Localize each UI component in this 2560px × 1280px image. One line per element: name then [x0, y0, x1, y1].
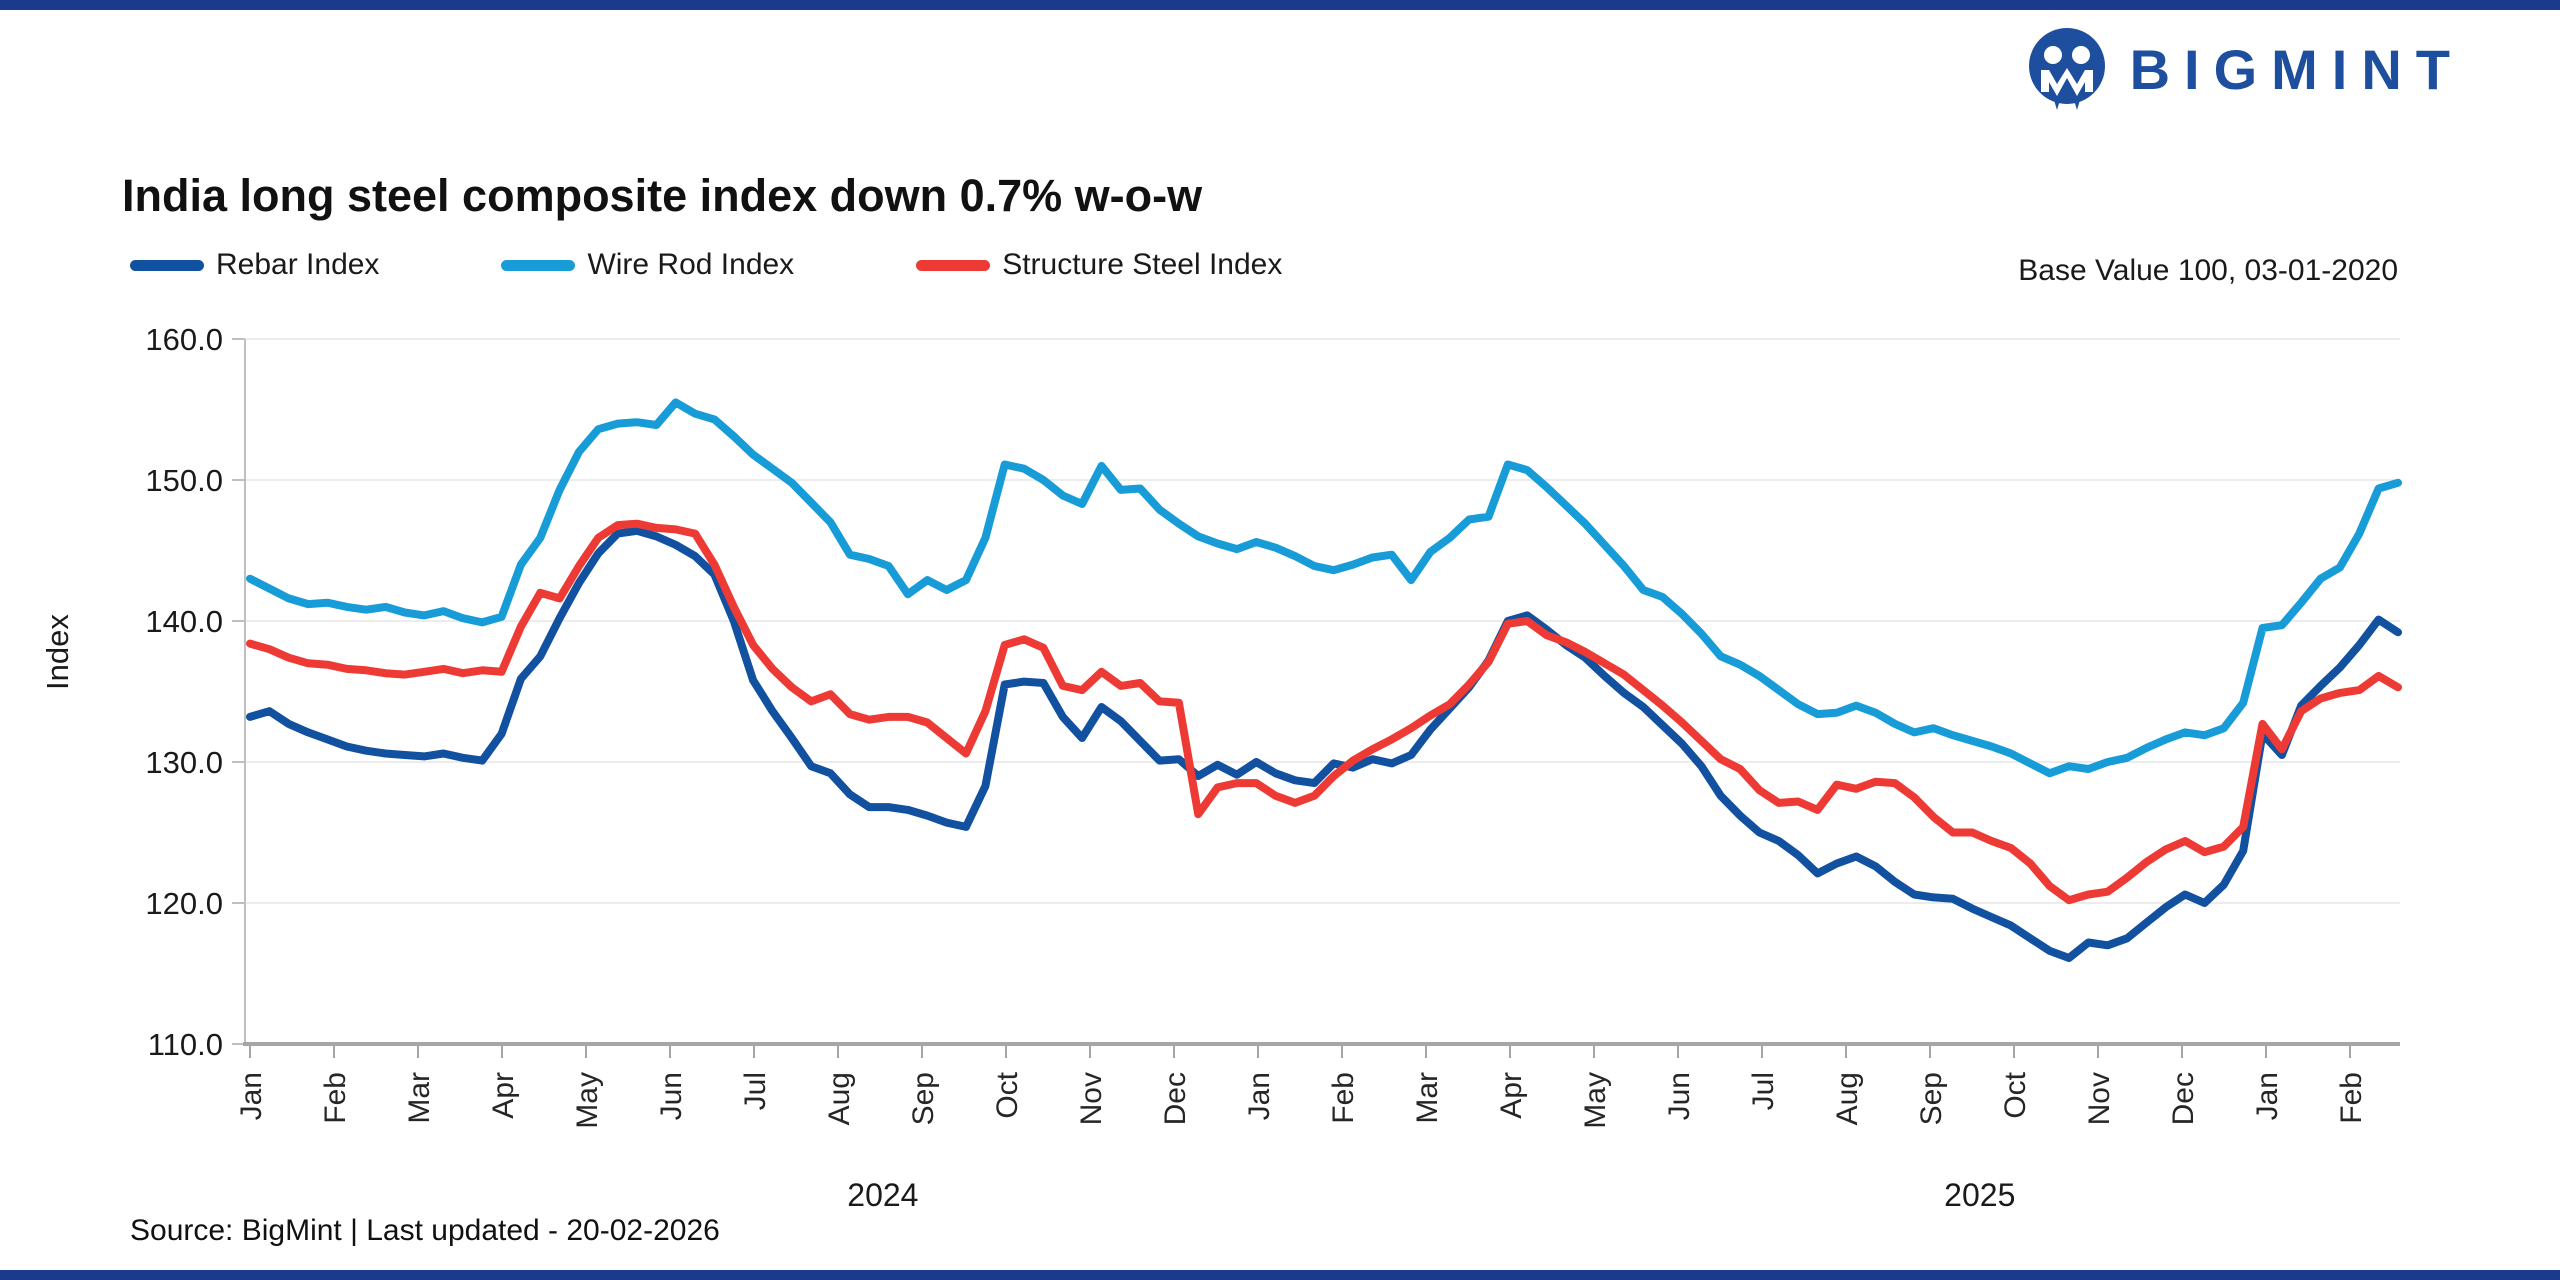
source-note: Source: BigMint | Last updated - 20-02-2…	[130, 1214, 720, 1247]
svg-text:Jan: Jan	[1243, 1072, 1276, 1120]
svg-text:Apr: Apr	[1495, 1072, 1528, 1119]
structure-steel-swatch-icon	[916, 259, 991, 271]
svg-text:Jun: Jun	[655, 1072, 688, 1120]
rebar-swatch-icon	[130, 259, 204, 271]
svg-text:Dec: Dec	[1159, 1072, 1192, 1125]
svg-text:140.0: 140.0	[145, 604, 223, 639]
svg-text:Nov: Nov	[2083, 1072, 2116, 1125]
svg-text:Jan: Jan	[2251, 1072, 2284, 1120]
svg-text:130.0: 130.0	[145, 745, 223, 780]
chart-title: India long steel composite index down 0.…	[122, 170, 1203, 221]
wire-rod-swatch-icon	[501, 259, 576, 271]
top-border-bar	[0, 0, 2560, 10]
svg-text:May: May	[571, 1072, 604, 1129]
legend-label-rebar: Rebar Index	[216, 248, 380, 281]
svg-text:May: May	[1579, 1072, 1612, 1129]
legend-item-structure-steel: Structure Steel Index	[916, 248, 1282, 282]
legend-item-rebar: Rebar Index	[130, 248, 379, 282]
svg-text:160.0: 160.0	[145, 322, 223, 357]
legend-item-wire-rod: Wire Rod Index	[501, 248, 794, 282]
svg-text:2025: 2025	[1944, 1177, 2015, 1213]
svg-text:Oct: Oct	[1999, 1071, 2032, 1118]
bigmint-logo: BIGMINT	[2024, 26, 2464, 112]
svg-text:Feb: Feb	[1327, 1072, 1360, 1124]
svg-text:Aug: Aug	[1831, 1072, 1864, 1125]
svg-text:Feb: Feb	[319, 1072, 352, 1124]
svg-text:Jul: Jul	[1747, 1072, 1780, 1110]
svg-text:Jan: Jan	[235, 1072, 268, 1120]
chart-legend: Rebar Index Wire Rod Index Structure Ste…	[130, 248, 1282, 282]
svg-text:Mar: Mar	[403, 1072, 436, 1124]
svg-text:120.0: 120.0	[145, 886, 223, 921]
svg-text:Apr: Apr	[487, 1072, 520, 1119]
svg-text:Oct: Oct	[991, 1071, 1024, 1118]
svg-text:Sep: Sep	[1915, 1072, 1948, 1125]
svg-text:110.0: 110.0	[148, 1027, 223, 1062]
legend-label-wire-rod: Wire Rod Index	[587, 248, 795, 281]
bottom-border-bar	[0, 1270, 2560, 1280]
svg-text:Sep: Sep	[907, 1072, 940, 1125]
svg-text:Dec: Dec	[2167, 1072, 2200, 1125]
legend-label-structure-steel: Structure Steel Index	[1002, 248, 1283, 281]
bigmint-logo-icon	[2028, 28, 2105, 110]
bigmint-logo-text: BIGMINT	[2129, 37, 2464, 101]
svg-text:Feb: Feb	[2335, 1072, 2368, 1124]
svg-text:Mar: Mar	[1411, 1072, 1444, 1124]
svg-text:Jun: Jun	[1663, 1072, 1696, 1120]
svg-text:Aug: Aug	[823, 1072, 856, 1125]
base-value-note: Base Value 100, 03-01-2020	[2018, 254, 2398, 287]
svg-text:150.0: 150.0	[145, 463, 223, 498]
svg-text:Jul: Jul	[739, 1072, 772, 1110]
svg-text:2024: 2024	[847, 1177, 918, 1213]
svg-text:Nov: Nov	[1075, 1072, 1108, 1125]
